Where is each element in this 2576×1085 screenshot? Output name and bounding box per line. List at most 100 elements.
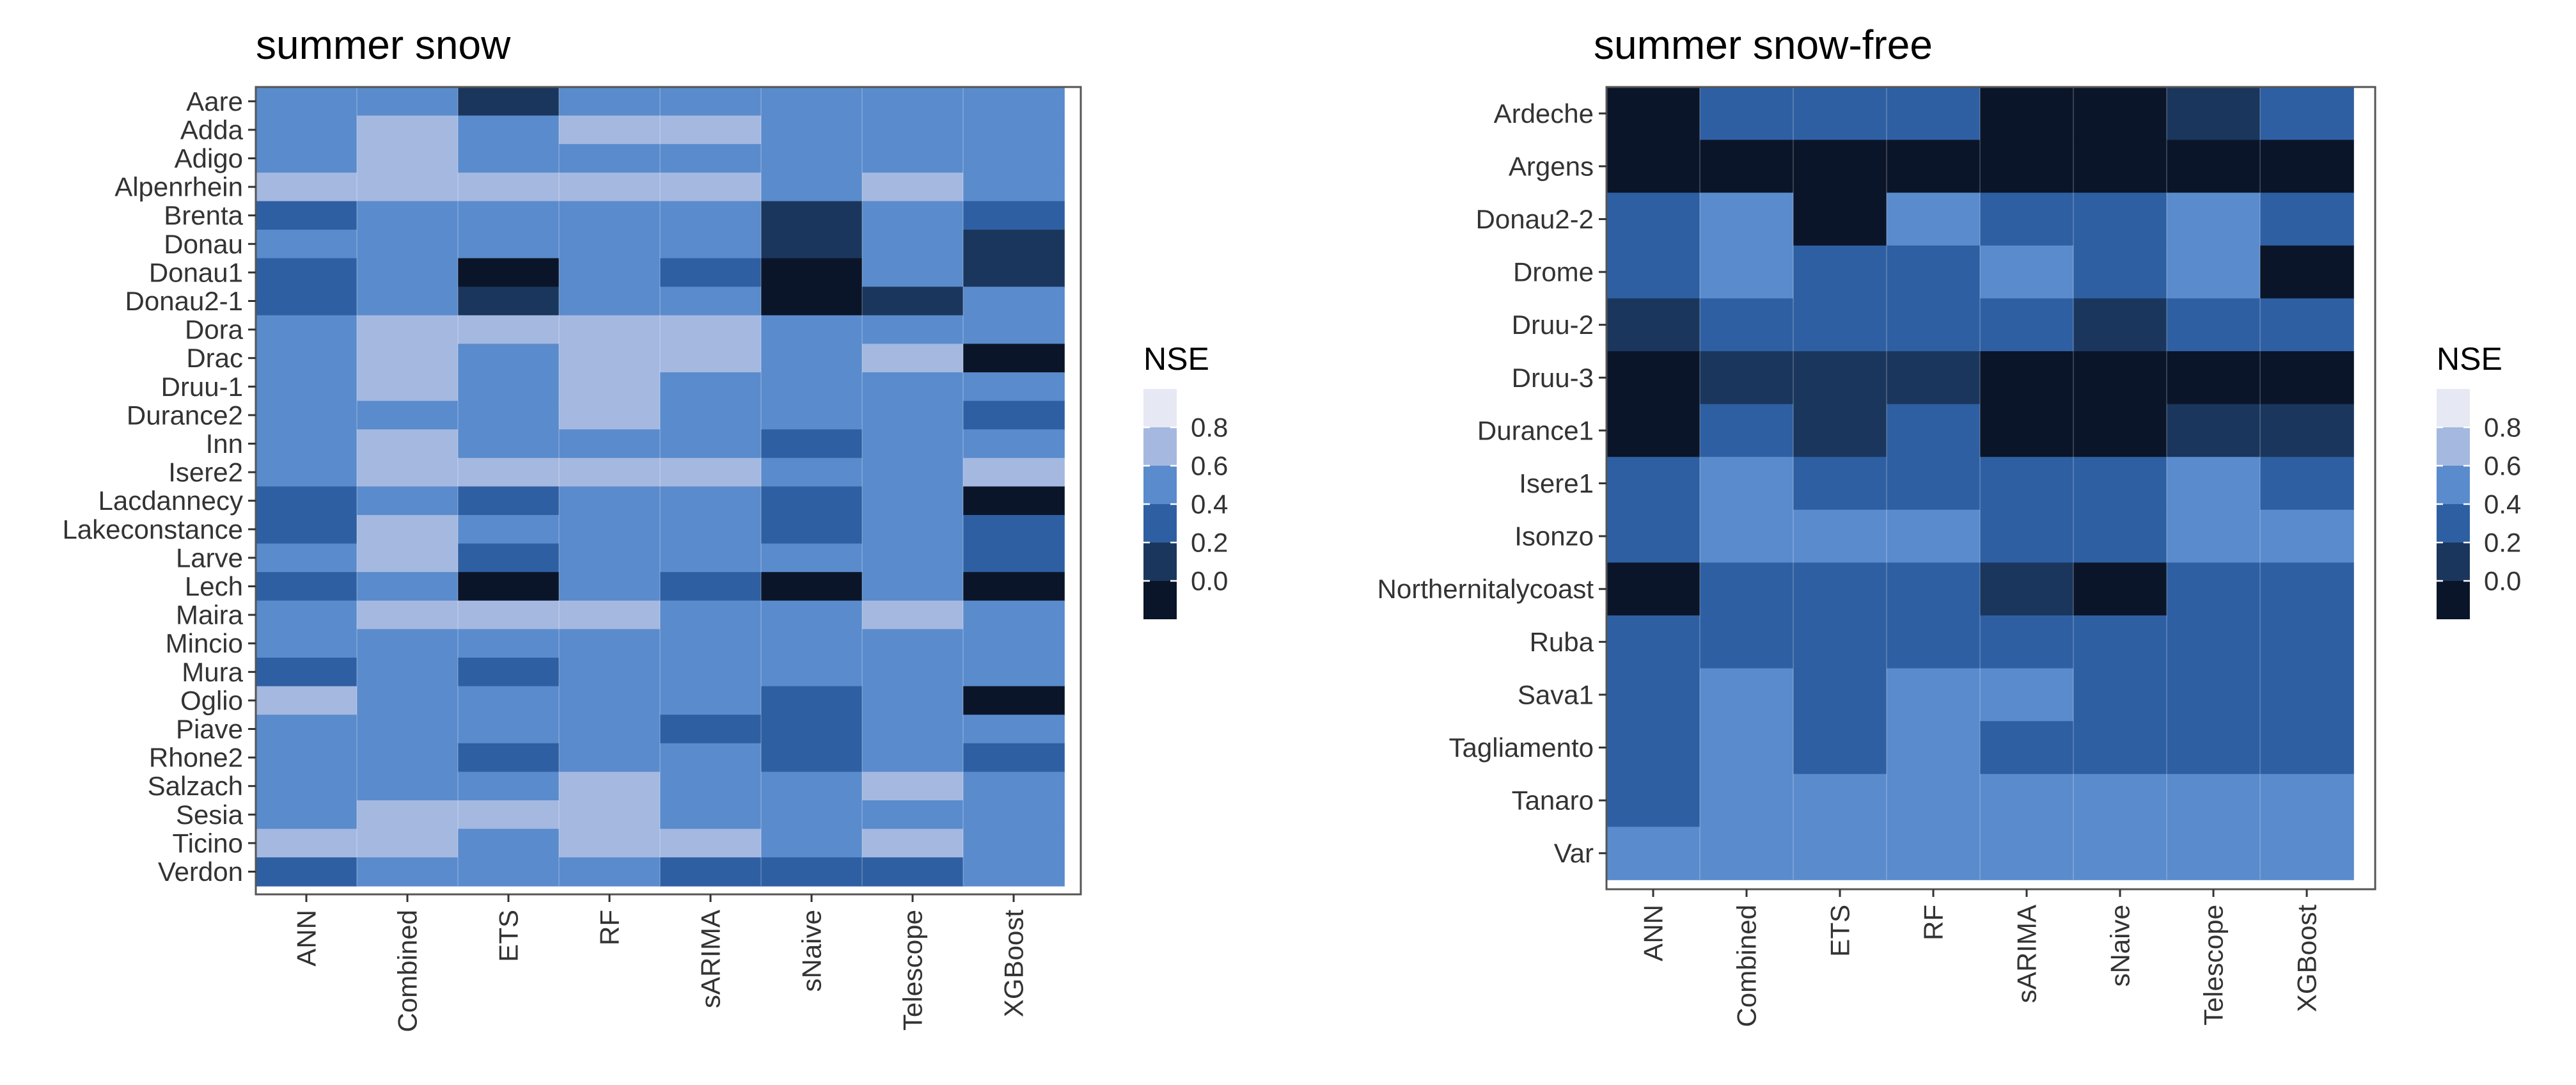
legend-tick-label: 0.8 xyxy=(1191,413,1228,443)
y-tick-label: Northernitalycoast xyxy=(1378,574,1594,604)
y-tick-label: Maira xyxy=(176,600,244,630)
heatmap-cell xyxy=(458,743,560,773)
heatmap-cell xyxy=(761,515,863,544)
y-tick-label: Mincio xyxy=(166,628,243,658)
heatmap-cell xyxy=(1887,668,1981,722)
heatmap-cell xyxy=(559,658,661,687)
heatmap-cell xyxy=(963,543,1065,573)
heatmap-cell xyxy=(761,258,863,287)
x-axis-labels: ANN Combined ETS RF sARIMA sNaive Telescope XGB… xyxy=(1638,889,2322,1027)
heatmap-cell xyxy=(660,686,762,715)
heatmap-cell xyxy=(761,457,863,487)
y-tick-label: Ruba xyxy=(1530,627,1594,657)
heatmap-cell xyxy=(357,515,459,544)
heatmap-cell xyxy=(1793,298,1887,352)
heatmap-cell xyxy=(458,372,560,402)
heatmap-cell xyxy=(1793,404,1887,457)
heatmap-cell xyxy=(1887,193,1981,246)
heatmap-cell xyxy=(660,629,762,658)
heatmap-cell xyxy=(256,429,357,459)
heatmap-cell xyxy=(458,715,560,744)
heatmap-cell xyxy=(357,344,459,373)
y-axis-labels: AareAddaAdigoAlpenrheinBrentaDonauDonau1… xyxy=(62,86,256,887)
heatmap-cell xyxy=(357,600,459,630)
x-tick-label: Telescope xyxy=(2199,905,2229,1026)
heatmap-cell xyxy=(1793,245,1887,299)
heatmap-cell xyxy=(963,230,1065,259)
heatmap-cell xyxy=(559,87,661,116)
heatmap-cell xyxy=(1887,87,1981,141)
heatmap-cell xyxy=(357,457,459,487)
heatmap-cell xyxy=(1887,139,1981,193)
heatmap-cell xyxy=(2073,351,2167,405)
legend-title: NSE xyxy=(1143,341,1209,377)
heatmap-cell xyxy=(256,715,357,744)
heatmap-cell xyxy=(1980,457,2074,511)
y-tick-label: Dora xyxy=(185,315,244,345)
heatmap-cell xyxy=(458,429,560,459)
heatmap-cell xyxy=(357,172,459,202)
heatmap-cell xyxy=(357,115,459,145)
y-tick-label: Sesia xyxy=(176,800,244,830)
heatmap-cell xyxy=(256,600,357,630)
heatmap-cell xyxy=(1700,827,1794,880)
heatmap-cell xyxy=(2167,193,2261,246)
heatmap-cell xyxy=(559,715,661,744)
heatmap-cell xyxy=(2073,87,2167,141)
heatmap-cell xyxy=(660,515,762,544)
heatmap-cell xyxy=(761,629,863,658)
y-tick-label: Rhone2 xyxy=(149,743,243,773)
heatmap-cell xyxy=(1887,245,1981,299)
heatmap-cell xyxy=(862,772,964,801)
heatmap-cell xyxy=(963,658,1065,687)
heatmap-cell xyxy=(761,172,863,202)
heatmap-cell xyxy=(559,743,661,773)
heatmap-cell xyxy=(559,486,661,516)
x-tick-label: Combined xyxy=(393,910,423,1032)
x-tick-label: Telescope xyxy=(898,910,928,1031)
heatmap-cell xyxy=(1606,668,1700,722)
y-tick-label: Durance2 xyxy=(127,400,243,430)
x-tick-label: XGBoost xyxy=(999,910,1029,1017)
heatmap-cell xyxy=(1700,615,1794,669)
heatmap-cell xyxy=(559,600,661,630)
heatmap-cell xyxy=(862,743,964,773)
heatmap-cell xyxy=(1606,615,1700,669)
heatmap-cells xyxy=(1606,87,2354,880)
heatmap-cell xyxy=(1793,721,1887,775)
x-tick-label: RF xyxy=(1919,905,1949,940)
heatmap-cell xyxy=(660,172,762,202)
heatmap-cell xyxy=(761,572,863,601)
heatmap-cell xyxy=(1980,298,2074,352)
panel-title: summer snow-free xyxy=(1594,22,1933,68)
y-tick-label: Inn xyxy=(206,429,243,459)
heatmap-cell xyxy=(1700,245,1794,299)
heatmap-cell xyxy=(761,828,863,858)
heatmap-cell xyxy=(1700,509,1794,564)
heatmap-cell xyxy=(2167,668,2261,722)
heatmap-cell xyxy=(862,344,964,373)
heatmap-cell xyxy=(2260,457,2354,511)
heatmap-cell xyxy=(963,344,1065,373)
y-axis-labels: Ardeche Argens Donau2-2 Drome Druu-2 Druu-3 Du… xyxy=(1378,99,1606,868)
heatmap-cell xyxy=(862,515,964,544)
heatmap-cell xyxy=(256,629,357,658)
heatmap-cell xyxy=(2260,298,2354,352)
heatmap-cell xyxy=(559,201,661,230)
legend-tick-label: 0.4 xyxy=(2484,489,2521,519)
y-tick-label: Argens xyxy=(1509,151,1594,181)
heatmap-cell xyxy=(1700,87,1794,141)
heatmap-cell xyxy=(660,658,762,687)
y-tick-label: Alpenrhein xyxy=(114,172,243,202)
heatmap-cell xyxy=(761,857,863,887)
heatmap-cell xyxy=(660,486,762,516)
heatmap-cell xyxy=(1606,773,1700,828)
heatmap-cell xyxy=(2260,351,2354,405)
legend-tick-label: 0.6 xyxy=(1191,451,1228,481)
heatmap-cell xyxy=(2260,509,2354,564)
heatmap-cell xyxy=(256,658,357,687)
heatmap-cell xyxy=(256,258,357,287)
heatmap-cell xyxy=(660,857,762,887)
heatmap-cell xyxy=(862,686,964,715)
heatmap-cell xyxy=(1793,615,1887,669)
